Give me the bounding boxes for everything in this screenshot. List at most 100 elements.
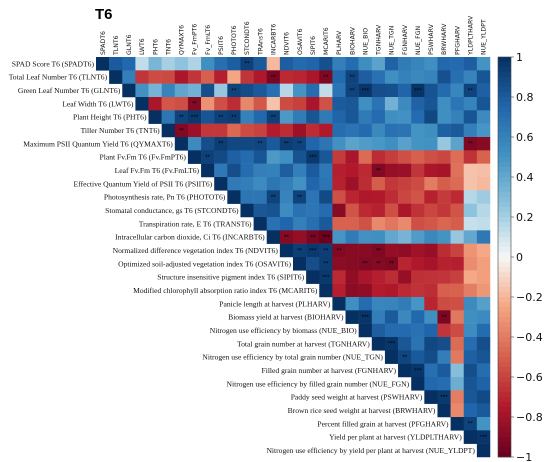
heatmap-cell bbox=[279, 110, 294, 124]
heatmap-cell bbox=[411, 257, 425, 271]
heatmap-cell bbox=[398, 123, 412, 138]
colorbar-segment bbox=[498, 372, 511, 378]
significance-mark: ** bbox=[297, 248, 303, 254]
heatmap-cell bbox=[266, 190, 281, 204]
row-label: Filled grain number at harvest (FGNHARV) bbox=[261, 366, 396, 375]
heatmap-cell bbox=[332, 257, 346, 271]
significance-mark: ** bbox=[468, 88, 474, 94]
heatmap-cell bbox=[279, 217, 294, 231]
heatmap-cell bbox=[358, 230, 373, 244]
column-label: TLNT6 bbox=[113, 35, 120, 56]
heatmap-cell bbox=[214, 97, 228, 111]
heatmap-cell bbox=[384, 243, 399, 258]
heatmap-cell bbox=[450, 190, 464, 204]
heatmap-cell bbox=[293, 257, 307, 271]
heatmap-cell bbox=[463, 430, 478, 444]
heatmap-cell bbox=[279, 123, 294, 138]
heatmap-cell bbox=[358, 217, 373, 231]
heatmap-cell bbox=[463, 403, 478, 418]
significance-mark: ** bbox=[323, 248, 329, 254]
heatmap-cell bbox=[384, 323, 399, 338]
heatmap-cell bbox=[476, 430, 491, 444]
heatmap-cell bbox=[332, 163, 346, 178]
heatmap-cell bbox=[424, 310, 438, 324]
colorbar-segment bbox=[498, 277, 511, 283]
column-label: OSAVIT6 bbox=[297, 28, 304, 55]
colorbar-segment bbox=[498, 242, 511, 248]
colorbar-segment bbox=[498, 172, 511, 178]
colorbar-segment bbox=[498, 397, 511, 403]
heatmap-cell bbox=[135, 83, 149, 98]
heatmap-cell bbox=[411, 363, 425, 378]
heatmap-cell bbox=[201, 137, 215, 151]
row-label: Tiller Number T6 (TNT6) bbox=[81, 126, 161, 135]
heatmap-cell bbox=[122, 57, 136, 71]
heatmap-cell bbox=[345, 177, 359, 191]
heatmap-cell bbox=[306, 230, 320, 244]
heatmap-cell bbox=[437, 283, 451, 298]
heatmap-cell bbox=[463, 57, 478, 71]
heatmap-cell bbox=[476, 57, 491, 71]
heatmap-cell bbox=[187, 110, 202, 124]
heatmap-cell bbox=[306, 257, 320, 271]
heatmap-cell bbox=[424, 323, 438, 338]
heatmap-cell bbox=[319, 203, 333, 218]
heatmap-cell bbox=[450, 163, 464, 178]
heatmap-cell bbox=[437, 230, 451, 244]
heatmap-cell bbox=[424, 97, 438, 111]
heatmap-cell bbox=[411, 270, 425, 284]
heatmap-cell bbox=[306, 137, 320, 151]
heatmap-cell bbox=[319, 230, 333, 244]
colorbar-segment bbox=[498, 447, 511, 453]
heatmap-cell bbox=[293, 217, 307, 231]
heatmap-cell bbox=[398, 150, 412, 164]
colorbar-segment bbox=[498, 227, 511, 233]
significance-mark: ** bbox=[271, 115, 277, 121]
heatmap-cell bbox=[345, 97, 359, 111]
heatmap-cell bbox=[398, 297, 412, 311]
column-label: FGNHARV bbox=[402, 24, 409, 55]
row-label: Photosynthesis rate, Pn T6 (PHOTOT6) bbox=[104, 193, 226, 202]
heatmap-cell bbox=[437, 243, 451, 258]
heatmap-cell bbox=[463, 377, 478, 391]
column-label: MCARIT6 bbox=[323, 27, 330, 55]
heatmap-cell bbox=[384, 203, 399, 218]
heatmap-cell bbox=[424, 217, 438, 231]
row-label: Panicle length at harvest (PLHARV) bbox=[219, 299, 331, 308]
significance-mark: ** bbox=[284, 141, 290, 147]
colorbar-segment bbox=[498, 292, 511, 298]
heatmap-cell bbox=[398, 217, 412, 231]
heatmap-cell bbox=[437, 217, 451, 231]
heatmap-cell bbox=[345, 283, 359, 298]
heatmap-cell bbox=[476, 417, 491, 431]
heatmap-cell bbox=[332, 230, 346, 244]
heatmap-cell bbox=[463, 283, 478, 298]
column-label: PHOTOT6 bbox=[231, 25, 238, 55]
heatmap-cell bbox=[279, 190, 294, 204]
heatmap-cell bbox=[463, 163, 478, 178]
heatmap-cell bbox=[424, 390, 438, 404]
heatmap-cell bbox=[371, 97, 386, 111]
heatmap-cell bbox=[371, 123, 386, 138]
heatmap-cell bbox=[306, 217, 320, 231]
heatmap-cell bbox=[424, 283, 438, 298]
colorbar-segment bbox=[498, 67, 511, 73]
heatmap-cell bbox=[424, 83, 438, 98]
heatmap-cell bbox=[398, 70, 412, 84]
heatmap-cell bbox=[384, 150, 399, 164]
heatmap-cell bbox=[384, 310, 399, 324]
heatmap-cell bbox=[450, 57, 464, 71]
heatmap-cell bbox=[398, 337, 412, 351]
chart-title: T6 bbox=[95, 6, 113, 23]
colorbar-tick-label: −0.4 bbox=[516, 331, 543, 344]
heatmap-cell bbox=[450, 97, 464, 111]
significance-mark: ** bbox=[205, 155, 211, 161]
heatmap-cell bbox=[384, 257, 399, 271]
colorbar-segment bbox=[498, 87, 511, 93]
column-label: NUE_YLDPT bbox=[481, 19, 488, 55]
heatmap-cell bbox=[358, 203, 373, 218]
heatmap-cell bbox=[135, 70, 149, 84]
heatmap-cell bbox=[371, 203, 386, 218]
colorbar-tick-label: 0 bbox=[516, 251, 523, 264]
